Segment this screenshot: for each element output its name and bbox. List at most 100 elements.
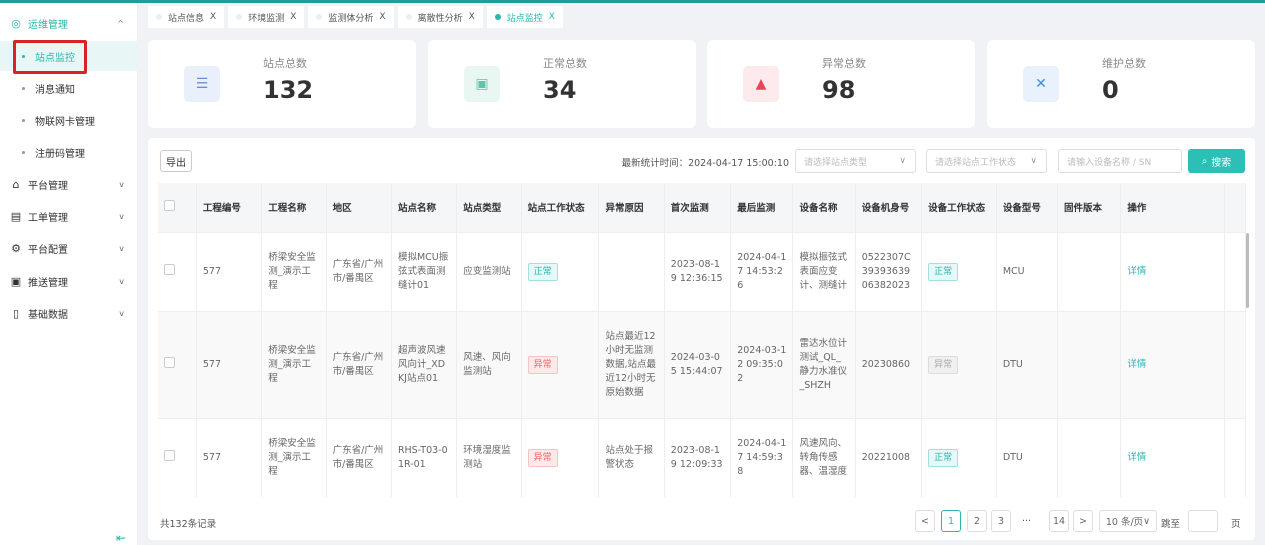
- stat-card-abnormal: ▲ 异常总数 98: [707, 40, 975, 128]
- page-ellipsis[interactable]: ···: [1022, 516, 1032, 527]
- next-page-button[interactable]: >: [1073, 510, 1093, 532]
- tab-label: 站点监控: [506, 13, 543, 24]
- scrollbar[interactable]: [1246, 233, 1249, 308]
- page-1[interactable]: 1: [941, 510, 961, 532]
- cell-text: DTU: [1002, 451, 1023, 463]
- cell-text: 桥梁安全监测_演示工程: [268, 437, 316, 477]
- tab-body-analysis[interactable]: 监测体分析 X: [308, 6, 394, 28]
- building-icon: ⌂: [12, 177, 20, 191]
- close-icon[interactable]: X: [468, 12, 475, 22]
- chevron-down-icon: v: [119, 243, 124, 253]
- collapse-menu-icon[interactable]: ⇤: [116, 531, 127, 545]
- stat-time: 最新统计时间：2024-04-17 15:00:10: [621, 158, 789, 169]
- page-unit-label: 页: [1231, 519, 1241, 530]
- table-cell: 20221008: [855, 417, 923, 497]
- cell-text: 20221008: [861, 451, 911, 463]
- close-icon[interactable]: X: [290, 12, 297, 22]
- table-cell[interactable]: 详情: [1120, 310, 1226, 418]
- site-status-select[interactable]: 请选择站点工作状态 ∨: [926, 149, 1047, 173]
- cell-text: 广东省/广州市/番禺区: [332, 258, 384, 284]
- tab-label: 监测体分析: [328, 13, 374, 24]
- card-value: 0: [1102, 76, 1119, 104]
- select-placeholder: 请选择站点工作状态: [935, 157, 1017, 168]
- page-size-select[interactable]: 10 条/页 ∨: [1099, 510, 1157, 532]
- search-label: 搜索: [1211, 157, 1232, 169]
- column-header: 操作: [1120, 183, 1226, 232]
- cell-text: 2023-08-19 12:09:33: [670, 444, 723, 470]
- table-cell: 577: [196, 231, 263, 311]
- chevron-down-icon: v: [119, 211, 124, 221]
- sidebar-item-site-monitor[interactable]: 站点监控: [0, 41, 138, 71]
- sidebar-item-label: 平台管理: [28, 180, 68, 192]
- cell-text: 577: [202, 451, 222, 463]
- checkbox[interactable]: [164, 263, 175, 275]
- table-row: 577 桥梁安全监测_演示工程 广东省/广州市/番禺区 超声波风速风向计_XDKJ站点…: [158, 310, 1246, 418]
- export-button[interactable]: 导出: [160, 150, 192, 172]
- page-14[interactable]: 14: [1049, 510, 1069, 532]
- prev-page-button[interactable]: <: [915, 510, 935, 532]
- cell-text: DTU: [1002, 358, 1023, 370]
- details-link[interactable]: 详情: [1127, 265, 1147, 277]
- table-cell[interactable]: 详情: [1120, 417, 1226, 497]
- tab-site-monitor[interactable]: 站点监控 X: [486, 6, 563, 28]
- cell-text: 2024-03-05 15:44:07: [670, 351, 723, 377]
- table-row: 577 桥梁安全监测_演示工程 广东省/广州市/番禺区 RHS-T03-01R-01 环…: [158, 417, 1246, 497]
- table-cell: 正常: [921, 417, 997, 497]
- device-search-input[interactable]: 请输入设备名称 / SN: [1058, 149, 1182, 173]
- sidebar-item-basedata[interactable]: ▯ 基础数据 v: [0, 298, 138, 328]
- push-icon: ▣: [10, 274, 22, 288]
- search-button[interactable]: ⌕ 搜索: [1188, 149, 1245, 173]
- table-cell: 正常: [921, 231, 997, 311]
- sidebar-item-label: 消息通知: [35, 84, 75, 96]
- page-2[interactable]: 2: [967, 510, 987, 532]
- table-cell: DTU: [996, 310, 1059, 418]
- goto-page-input[interactable]: [1188, 510, 1218, 532]
- close-icon[interactable]: X: [548, 12, 555, 22]
- row-select-cell[interactable]: [158, 417, 197, 497]
- sidebar-group-label: 运维管理: [28, 19, 68, 31]
- sidebar-item-reg-code[interactable]: 注册码管理: [0, 137, 138, 167]
- table-cell: 风速、风向监测站: [456, 310, 522, 418]
- close-icon[interactable]: X: [210, 12, 217, 22]
- table-cell: 20230860: [855, 310, 923, 418]
- close-icon[interactable]: X: [379, 12, 386, 22]
- details-link[interactable]: 详情: [1127, 358, 1147, 370]
- tab-dot: [316, 14, 323, 20]
- card-label: 维护总数: [1102, 57, 1146, 70]
- tab-bar: 站点信息 X 环境监测 X 监测体分析 X 离散性分析 X 站点监控 X: [148, 6, 563, 28]
- bullet-icon: [22, 86, 25, 90]
- cell-text: 站点处于报警状态: [605, 444, 653, 470]
- spacer-cell: [1224, 417, 1246, 497]
- chevron-down-icon: v: [119, 276, 124, 286]
- row-select-cell[interactable]: [158, 310, 197, 418]
- sidebar-item-messages[interactable]: 消息通知: [0, 73, 138, 103]
- sidebar-item-platform[interactable]: ⌂ 平台管理 v: [0, 169, 138, 199]
- chevron-up-icon: ^: [117, 18, 124, 28]
- details-link[interactable]: 详情: [1127, 451, 1147, 463]
- sidebar-group-ops[interactable]: ◎ 运维管理 ^: [0, 8, 138, 38]
- tab-env-monitor[interactable]: 环境监测 X: [228, 6, 305, 28]
- table-cell: [1057, 417, 1122, 497]
- settings-icon: ⚙: [11, 241, 21, 255]
- chevron-left-icon: <: [921, 515, 929, 527]
- sidebar-item-push[interactable]: ▣ 推送管理 v: [0, 266, 138, 296]
- sidebar-item-workorder[interactable]: ▤ 工单管理 v: [0, 201, 138, 231]
- tab-discrete-analysis[interactable]: 离散性分析 X: [397, 6, 483, 28]
- card-label: 站点总数: [263, 57, 307, 70]
- page-3[interactable]: 3: [991, 510, 1011, 532]
- checkbox[interactable]: [164, 449, 175, 461]
- tab-site-info[interactable]: 站点信息 X: [148, 6, 225, 28]
- table-cell[interactable]: 详情: [1120, 231, 1226, 311]
- select-all-cell[interactable]: [158, 183, 197, 232]
- status-badge: 异常: [527, 355, 558, 374]
- site-type-select[interactable]: 请选择站点类型 ∨: [795, 149, 916, 173]
- checkbox[interactable]: [164, 200, 175, 212]
- sidebar-item-config[interactable]: ⚙ 平台配置 v: [0, 233, 138, 263]
- column-header: 站点工作状态: [521, 183, 600, 232]
- sidebar: ◎ 运维管理 ^ 站点监控 消息通知 物联网卡管理 注册码管理 ⌂ 平台管理 v ▤…: [0, 3, 138, 545]
- cell-text: 风速风向、转角传感器、温湿度: [799, 437, 847, 477]
- cell-text: 广东省/广州市/番禺区: [332, 444, 384, 470]
- row-select-cell[interactable]: [158, 231, 197, 311]
- checkbox[interactable]: [164, 356, 175, 368]
- sidebar-item-iot-card[interactable]: 物联网卡管理: [0, 105, 138, 135]
